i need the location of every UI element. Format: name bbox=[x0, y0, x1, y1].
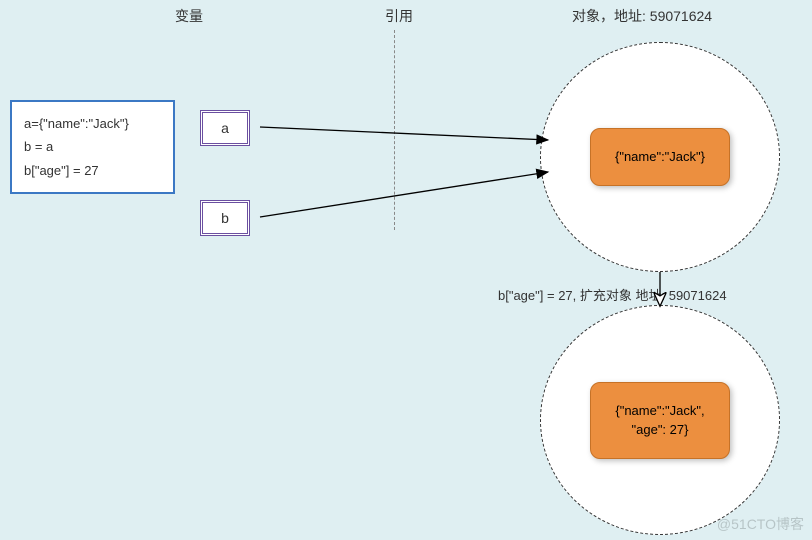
header-object-addr: 对象，地址: 59071624 bbox=[572, 6, 712, 26]
object-circle-2: {"name":"Jack", "age": 27} bbox=[540, 305, 780, 535]
object-box-1: {"name":"Jack"} bbox=[590, 128, 730, 186]
header-variable: 变量 bbox=[175, 6, 203, 26]
arrow-a-to-object bbox=[260, 127, 548, 140]
object-2-line1: {"name":"Jack", bbox=[607, 401, 713, 421]
expand-annotation: b["age"] = 27, 扩充对象 地址: 59071624 bbox=[498, 285, 727, 304]
diagram-canvas: 变量 引用 对象，地址: 59071624 a={"name":"Jack"} … bbox=[0, 0, 812, 540]
variable-b-box: b bbox=[200, 200, 250, 236]
arrow-b-to-object bbox=[260, 172, 548, 217]
code-line-1: a={"name":"Jack"} bbox=[24, 112, 161, 135]
variable-a-box: a bbox=[200, 110, 250, 146]
watermark: @51CTO博客 bbox=[717, 514, 804, 534]
code-line-2: b = a bbox=[24, 135, 161, 158]
object-circle-1: {"name":"Jack"} bbox=[540, 42, 780, 272]
object-2-line2: "age": 27} bbox=[607, 420, 713, 440]
header-reference: 引用 bbox=[385, 6, 413, 26]
reference-divider bbox=[394, 30, 395, 230]
code-box: a={"name":"Jack"} b = a b["age"] = 27 bbox=[10, 100, 175, 194]
object-box-2: {"name":"Jack", "age": 27} bbox=[590, 382, 730, 459]
code-line-3: b["age"] = 27 bbox=[24, 159, 161, 182]
variable-b-label: b bbox=[221, 210, 229, 226]
variable-a-label: a bbox=[221, 120, 229, 136]
object-1-content: {"name":"Jack"} bbox=[615, 149, 705, 164]
